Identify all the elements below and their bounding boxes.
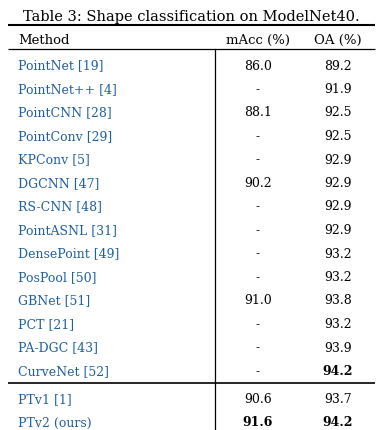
Text: 92.9: 92.9 (324, 200, 352, 213)
Text: RS-CNN [48]: RS-CNN [48] (18, 200, 102, 213)
Text: PointNet++ [4]: PointNet++ [4] (18, 83, 117, 96)
Text: PointASNL [31]: PointASNL [31] (18, 224, 117, 236)
Text: DGCNN [47]: DGCNN [47] (18, 177, 99, 190)
Text: 90.6: 90.6 (244, 392, 272, 405)
Text: -: - (256, 200, 260, 213)
Text: PointNet [19]: PointNet [19] (18, 59, 103, 72)
Text: 86.0: 86.0 (244, 59, 272, 72)
Text: Method: Method (18, 34, 69, 46)
Text: 93.2: 93.2 (324, 247, 352, 260)
Text: -: - (256, 130, 260, 143)
Text: 89.2: 89.2 (324, 59, 352, 72)
Text: -: - (256, 83, 260, 96)
Text: KPConv [5]: KPConv [5] (18, 153, 90, 166)
Text: 92.5: 92.5 (324, 106, 352, 119)
Text: 92.9: 92.9 (324, 177, 352, 190)
Text: 91.0: 91.0 (244, 294, 272, 307)
Text: 93.2: 93.2 (324, 270, 352, 283)
Text: Table 3: Shape classification on ModelNet40.: Table 3: Shape classification on ModelNe… (23, 10, 360, 24)
Text: -: - (256, 224, 260, 236)
Text: PointConv [29]: PointConv [29] (18, 130, 112, 143)
Text: GBNet [51]: GBNet [51] (18, 294, 90, 307)
Text: 92.5: 92.5 (324, 130, 352, 143)
Text: PosPool [50]: PosPool [50] (18, 270, 97, 283)
Text: -: - (256, 341, 260, 354)
Text: 94.2: 94.2 (323, 415, 353, 429)
Text: mAcc (%): mAcc (%) (226, 34, 290, 46)
Text: PTv1 [1]: PTv1 [1] (18, 392, 72, 405)
Text: -: - (256, 270, 260, 283)
Text: 93.7: 93.7 (324, 392, 352, 405)
Text: -: - (256, 153, 260, 166)
Text: 88.1: 88.1 (244, 106, 272, 119)
Text: DensePoint [49]: DensePoint [49] (18, 247, 119, 260)
Text: -: - (256, 317, 260, 330)
Text: 92.9: 92.9 (324, 224, 352, 236)
Text: 94.2: 94.2 (323, 364, 353, 377)
Text: PCT [21]: PCT [21] (18, 317, 74, 330)
Text: PointCNN [28]: PointCNN [28] (18, 106, 112, 119)
Text: 93.8: 93.8 (324, 294, 352, 307)
Text: 92.9: 92.9 (324, 153, 352, 166)
Text: 90.2: 90.2 (244, 177, 272, 190)
Text: OA (%): OA (%) (314, 34, 362, 46)
Text: 93.2: 93.2 (324, 317, 352, 330)
Text: 91.9: 91.9 (324, 83, 352, 96)
Text: 93.9: 93.9 (324, 341, 352, 354)
Text: PA-DGC [43]: PA-DGC [43] (18, 341, 98, 354)
Text: -: - (256, 364, 260, 377)
Text: -: - (256, 247, 260, 260)
Text: PTv2 (ours): PTv2 (ours) (18, 415, 92, 429)
Text: CurveNet [52]: CurveNet [52] (18, 364, 109, 377)
Text: 91.6: 91.6 (243, 415, 273, 429)
